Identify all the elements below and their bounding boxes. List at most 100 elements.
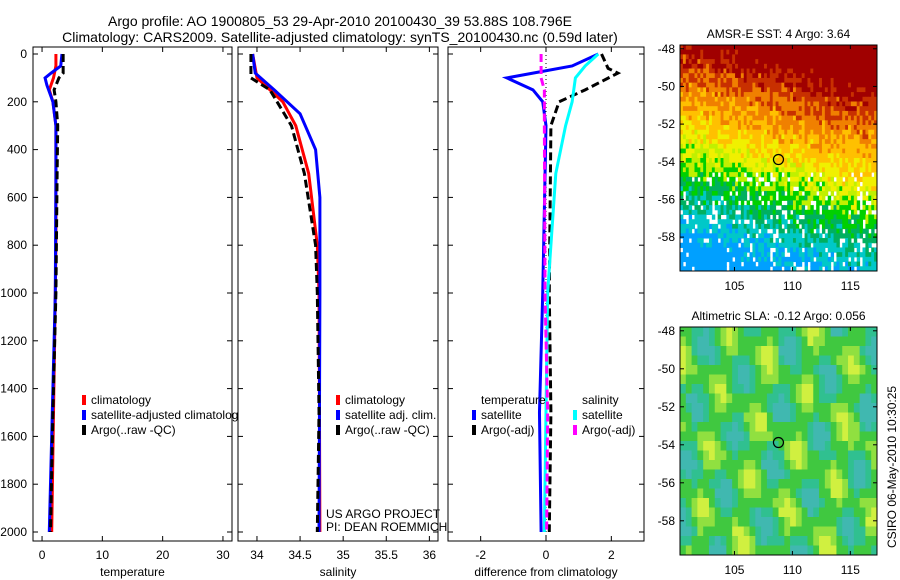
heatmap-cell xyxy=(740,59,745,65)
heatmap-cell xyxy=(839,172,843,178)
heatmap-cell xyxy=(778,393,785,404)
heatmap-cell xyxy=(755,153,759,159)
heatmap-cell xyxy=(856,92,861,98)
heatmap-cell xyxy=(781,134,785,140)
heatmap-cell xyxy=(708,120,713,126)
map-frame xyxy=(679,44,878,272)
heatmap-cell xyxy=(813,441,820,451)
heatmap-cell xyxy=(795,162,800,168)
heatmap-cell xyxy=(792,219,797,225)
heatmap-cell xyxy=(691,82,695,88)
heatmap-cell xyxy=(708,59,713,65)
heatmap-cell xyxy=(723,266,727,272)
x-tick-label: 115 xyxy=(841,563,860,577)
heatmap-cell xyxy=(680,507,687,518)
heatmap-cell xyxy=(798,82,803,88)
heatmap-cell xyxy=(859,412,866,423)
heatmap-cell xyxy=(850,82,855,88)
heatmap-cell xyxy=(868,252,872,258)
heatmap-cell xyxy=(801,92,806,98)
heatmap-cell xyxy=(766,365,774,375)
heatmap-cell xyxy=(749,431,756,442)
heatmap-cell xyxy=(691,219,695,225)
heatmap-cell xyxy=(764,186,768,192)
heatmap-cell xyxy=(688,167,693,173)
heatmap-cell xyxy=(755,256,759,263)
heatmap-cell xyxy=(824,507,832,518)
heatmap-cell xyxy=(732,158,736,164)
heatmap-cell xyxy=(862,214,866,220)
heatmap-cell xyxy=(813,507,820,518)
heatmap-cell xyxy=(749,336,756,347)
heatmap-cell xyxy=(752,120,756,126)
heatmap-cell xyxy=(714,488,722,499)
heatmap-cell xyxy=(775,167,779,173)
heatmap-cell xyxy=(703,327,710,337)
heatmap-cell xyxy=(821,110,826,117)
heatmap-cell xyxy=(778,120,782,126)
heatmap-cell xyxy=(795,256,800,263)
heatmap-cell xyxy=(813,125,817,131)
heatmap-cell xyxy=(781,82,785,88)
heatmap-cell xyxy=(685,223,690,230)
heatmap-cell xyxy=(833,96,837,102)
heatmap-cell xyxy=(682,256,687,263)
heatmap-cell xyxy=(853,129,858,135)
heatmap-cell xyxy=(807,162,811,168)
heatmap-cell xyxy=(680,110,684,117)
heatmap-cell xyxy=(743,125,748,131)
heatmap-cell xyxy=(717,82,722,88)
heatmap-cell xyxy=(685,96,690,102)
heatmap-cell xyxy=(682,82,687,88)
heatmap-cell xyxy=(720,92,724,98)
heatmap-cell xyxy=(729,139,733,145)
heatmap-cell xyxy=(685,233,690,239)
heatmap-cell xyxy=(819,256,823,263)
heatmap-cell xyxy=(714,200,719,206)
heatmap-cell xyxy=(697,190,701,197)
heatmap-cell xyxy=(720,412,727,423)
heatmap-cell xyxy=(807,355,814,366)
heatmap-cell xyxy=(703,101,707,107)
heatmap-cell xyxy=(787,266,791,272)
heatmap-cell xyxy=(691,101,695,107)
heatmap-cell xyxy=(836,68,840,74)
heatmap-cell xyxy=(819,247,823,253)
heatmap-cell xyxy=(833,148,837,154)
heatmap-cell xyxy=(795,59,800,65)
heatmap-cell xyxy=(830,106,835,112)
heatmap-cell xyxy=(848,158,852,164)
heatmap-cell xyxy=(775,87,779,93)
heatmap-cell xyxy=(729,153,733,159)
heatmap-cell xyxy=(833,186,837,192)
x-tick-label: 30 xyxy=(216,548,230,562)
heatmap-cell xyxy=(862,205,866,211)
heatmap-cell xyxy=(830,110,835,117)
heatmap-cell xyxy=(874,214,878,220)
heatmap-cell xyxy=(795,223,800,230)
heatmap-cell xyxy=(804,59,808,65)
heatmap-cell xyxy=(821,219,826,225)
heatmap-cell xyxy=(743,422,751,432)
heatmap-cell xyxy=(737,393,745,404)
heatmap-cell xyxy=(720,422,727,432)
heatmap-cell xyxy=(772,327,779,337)
heatmap-cell xyxy=(761,261,765,267)
heatmap-cell xyxy=(804,266,808,272)
heatmap-cell xyxy=(714,158,719,164)
heatmap-cell xyxy=(726,422,733,432)
heatmap-cell xyxy=(720,87,724,93)
heatmap-cell xyxy=(691,158,695,164)
heatmap-cell xyxy=(862,252,866,258)
heatmap-cell xyxy=(737,54,742,60)
heatmap-cell xyxy=(830,176,835,183)
heatmap-cell xyxy=(824,106,829,112)
heatmap-cell xyxy=(749,469,756,480)
heatmap-cell xyxy=(717,186,722,192)
heatmap-cell xyxy=(700,45,704,51)
heatmap-cell xyxy=(761,205,765,211)
heatmap-cell xyxy=(865,545,872,556)
heatmap-cell xyxy=(790,59,794,65)
heatmap-cell xyxy=(833,200,837,206)
heatmap-cell xyxy=(836,507,843,518)
